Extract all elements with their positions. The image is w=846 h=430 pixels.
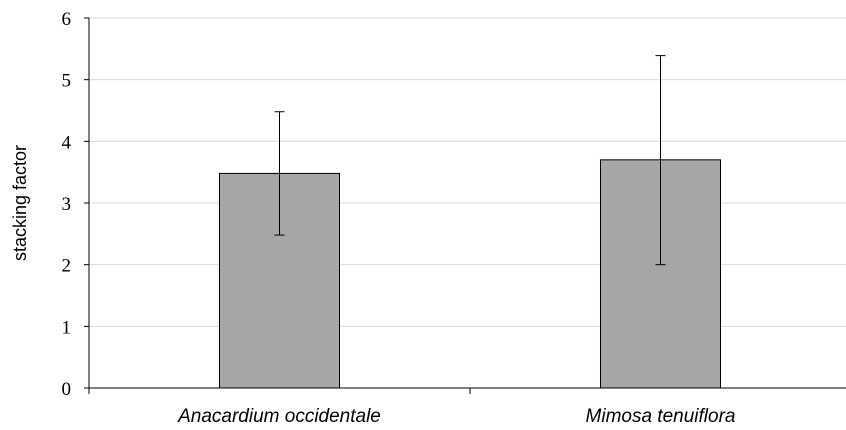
x-tick-labels: Anacardium occidentale Mimosa tenuiflora [177, 406, 735, 427]
y-tick-labels: 0 1 2 3 4 5 6 [62, 9, 72, 400]
y-tick-label: 4 [62, 132, 72, 153]
error-bars [274, 55, 666, 266]
y-tick-label: 0 [62, 379, 72, 400]
y-axis-title: stacking factor [10, 145, 30, 261]
y-tick-label: 3 [62, 194, 72, 215]
y-tick-label: 1 [62, 317, 72, 338]
gridlines [89, 17, 846, 327]
bars [218, 159, 722, 389]
x-category-label: Mimosa tenuiflora [586, 406, 736, 427]
y-tick-label: 6 [62, 9, 72, 30]
y-tick-label: 5 [62, 71, 72, 92]
axes [84, 17, 846, 394]
x-category-label: Anacardium occidentale [177, 406, 381, 427]
y-tick-label: 2 [62, 256, 72, 277]
